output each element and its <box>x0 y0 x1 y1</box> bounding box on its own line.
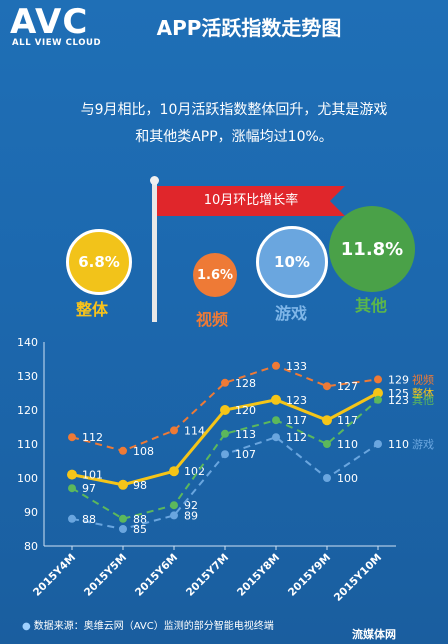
y-tick-label: 90 <box>24 506 38 519</box>
series-name-label: 视频 <box>412 372 434 386</box>
data-label: 117 <box>337 414 358 427</box>
logo-subtitle: ALL VIEW CLOUD <box>12 38 102 48</box>
x-tick-label: 2015Y10M <box>332 552 384 604</box>
data-point <box>272 433 280 442</box>
y-tick-label: 110 <box>17 438 38 451</box>
data-point <box>170 501 178 510</box>
data-label: 133 <box>286 360 307 373</box>
growth-label-game: 游戏 <box>275 304 308 323</box>
data-label: 92 <box>184 499 198 512</box>
data-label: 120 <box>235 404 256 417</box>
data-point <box>169 466 179 477</box>
growth-flag-banner: 10月环比增长率 <box>157 186 345 216</box>
series-name-label: 游戏 <box>412 438 434 451</box>
summary-text: 与9月相比，10月活跃指数整体回升，尤其是游戏 和其他类APP，涨幅均过10%。 <box>30 97 438 151</box>
y-tick-label: 130 <box>17 370 38 383</box>
data-label: 113 <box>235 428 256 441</box>
flag-pole <box>152 182 157 322</box>
x-tick-label: 2015Y8M <box>235 552 282 599</box>
data-point <box>322 415 332 426</box>
page-title: APP活跃指数走势图 <box>156 16 342 40</box>
growth-label-video: 视频 <box>196 310 229 329</box>
data-label: 88 <box>82 513 96 526</box>
data-point <box>68 433 76 442</box>
growth-circle-game: 10% <box>256 226 328 298</box>
data-label: 112 <box>286 431 307 444</box>
series-name-label: 其他 <box>412 394 434 407</box>
data-point <box>323 474 331 482</box>
data-point <box>374 440 382 448</box>
data-point <box>220 405 230 415</box>
data-point <box>170 426 178 435</box>
data-point <box>374 375 382 384</box>
x-tick-label: 2015Y6M <box>133 552 180 599</box>
data-label: 128 <box>235 377 256 390</box>
data-point <box>119 446 127 455</box>
data-point <box>118 479 128 490</box>
data-point <box>68 484 76 493</box>
data-point <box>373 388 383 398</box>
data-point <box>119 525 127 533</box>
x-tick-label: 2015Y9M <box>286 552 333 599</box>
y-tick-label: 140 <box>17 336 38 349</box>
data-label: 101 <box>82 469 103 482</box>
growth-circle-other: 11.8% <box>329 206 415 292</box>
flag-knob <box>150 176 159 185</box>
data-label: 123 <box>286 394 307 407</box>
data-point <box>323 382 331 391</box>
data-label: 129 <box>388 373 409 386</box>
data-point <box>272 416 280 425</box>
data-source-text: 数据来源：奥维云网（AVC）监测的部分智能电视终端 <box>33 621 274 632</box>
data-label: 100 <box>337 472 358 485</box>
x-tick-label: 2015Y4M <box>31 552 78 599</box>
data-label: 125 <box>388 387 409 400</box>
bullet-icon: ● <box>22 621 31 632</box>
logo-wordmark: AVC <box>10 2 89 42</box>
data-label: 85 <box>133 523 147 536</box>
growth-circle-overall: 6.8% <box>66 229 132 295</box>
data-point <box>271 394 281 405</box>
series-name-label: 整体 <box>412 386 434 400</box>
data-point <box>374 395 382 404</box>
summary-line-1: 与9月相比，10月活跃指数整体回升，尤其是游戏 <box>80 102 388 118</box>
data-label: 97 <box>82 482 96 495</box>
growth-circle-video: 1.6% <box>193 253 237 297</box>
summary-line-2: 和其他类APP，涨幅均过10%。 <box>135 129 333 145</box>
x-tick-label: 2015Y7M <box>184 552 231 599</box>
data-point <box>221 378 229 387</box>
data-point <box>272 361 280 370</box>
growth-label-other: 其他 <box>355 296 388 315</box>
y-tick-label: 80 <box>24 540 38 553</box>
watermark-text: 流媒体网 <box>352 628 396 641</box>
data-label: 98 <box>133 479 147 492</box>
data-point <box>170 511 178 520</box>
data-label: 123 <box>388 394 409 407</box>
data-label: 114 <box>184 424 205 437</box>
data-label: 112 <box>82 431 103 444</box>
data-label: 127 <box>337 380 358 393</box>
y-tick-label: 100 <box>17 472 38 485</box>
growth-label-overall: 整体 <box>76 300 109 319</box>
data-label: 110 <box>388 438 409 451</box>
data-label: 108 <box>133 445 154 458</box>
data-point <box>323 440 331 448</box>
y-tick-label: 120 <box>17 404 38 417</box>
data-label: 110 <box>337 438 358 451</box>
data-label: 107 <box>235 448 256 461</box>
data-label: 89 <box>184 509 198 522</box>
data-point <box>221 429 229 438</box>
x-tick-label: 2015Y5M <box>82 552 129 599</box>
line-chart: 80 90 100 110 120 130 140 2015Y4M 2015Y5M 2015Y6M… <box>17 336 434 604</box>
data-point <box>221 450 229 459</box>
data-point <box>119 514 127 523</box>
avc-logo: AVC ALL VIEW CLOUD <box>8 4 108 50</box>
data-source-note: ● 数据来源：奥维云网（AVC）监测的部分智能电视终端 <box>22 617 274 632</box>
data-point <box>68 514 76 523</box>
data-point <box>67 469 77 480</box>
data-label: 117 <box>286 414 307 427</box>
